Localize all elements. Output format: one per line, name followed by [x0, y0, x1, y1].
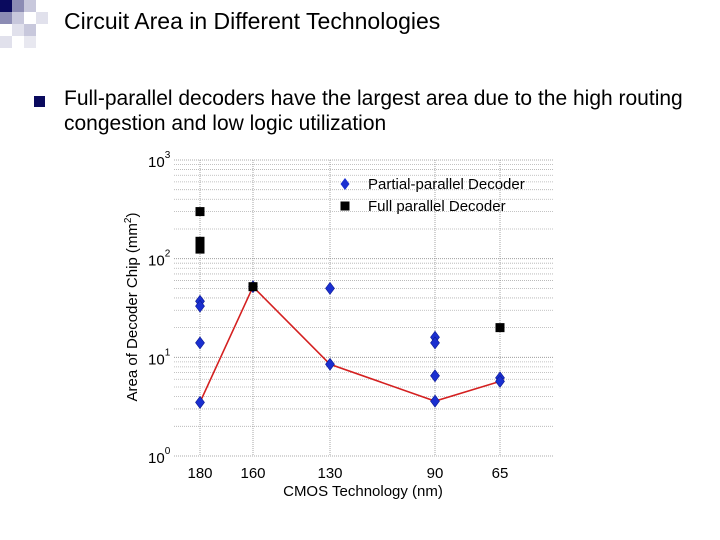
y-tick-label: 100 — [148, 446, 171, 467]
x-tick-label: 160 — [240, 465, 265, 482]
y-axis-label-close: ) — [124, 213, 141, 218]
full-parallel-point — [495, 323, 505, 333]
y-tick-labels: 100 101 102 103 — [148, 150, 171, 467]
trend-polyline — [199, 285, 501, 403]
y-axis-label-main: Area of Decoder Chip (mm — [124, 223, 141, 401]
x-tick-labels: 180 160 130 90 65 — [187, 465, 508, 482]
full-parallel-point — [195, 207, 205, 217]
partial-parallel-point — [195, 299, 205, 313]
y-tick-label: 103 — [148, 150, 171, 171]
x-tick-label: 90 — [427, 465, 444, 482]
partial-parallel-point — [195, 395, 205, 409]
partial-parallel-point — [430, 369, 440, 383]
chart-marks — [195, 207, 505, 409]
bullet-square-icon — [34, 96, 45, 107]
x-tick-label: 130 — [317, 465, 342, 482]
legend-square-icon — [340, 201, 350, 211]
partial-parallel-point — [430, 336, 440, 350]
x-tick-label: 65 — [492, 465, 509, 482]
y-axis-label-sup: 2 — [123, 217, 134, 223]
partial-parallel-point — [325, 281, 335, 295]
legend-entry: Full parallel Decoder — [368, 198, 506, 215]
slide-title: Circuit Area in Different Technologies — [64, 8, 441, 34]
full-parallel-point — [248, 282, 258, 292]
legend-diamond-icon — [340, 178, 350, 190]
chart-legend: Partial-parallel Decoder Full parallel De… — [340, 176, 525, 215]
partial-parallel-point — [325, 357, 335, 371]
partial-parallel-point — [195, 336, 205, 350]
x-tick-label: 180 — [187, 465, 212, 482]
legend-entry: Partial-parallel Decoder — [368, 176, 525, 193]
bullet-text: Full-parallel decoders have the largest … — [64, 87, 683, 135]
trend-line — [199, 285, 501, 403]
y-tick-label: 101 — [148, 347, 171, 368]
full-parallel-point — [195, 236, 205, 246]
full-parallel-point — [195, 244, 205, 254]
x-axis-label: CMOS Technology (nm) — [283, 483, 443, 500]
y-axis-label: Area of Decoder Chip (mm2) — [123, 213, 141, 402]
partial-parallel-point — [495, 374, 505, 388]
corner-decoration — [0, 0, 48, 48]
partial-parallel-point — [430, 394, 440, 408]
y-tick-label: 102 — [148, 249, 171, 270]
